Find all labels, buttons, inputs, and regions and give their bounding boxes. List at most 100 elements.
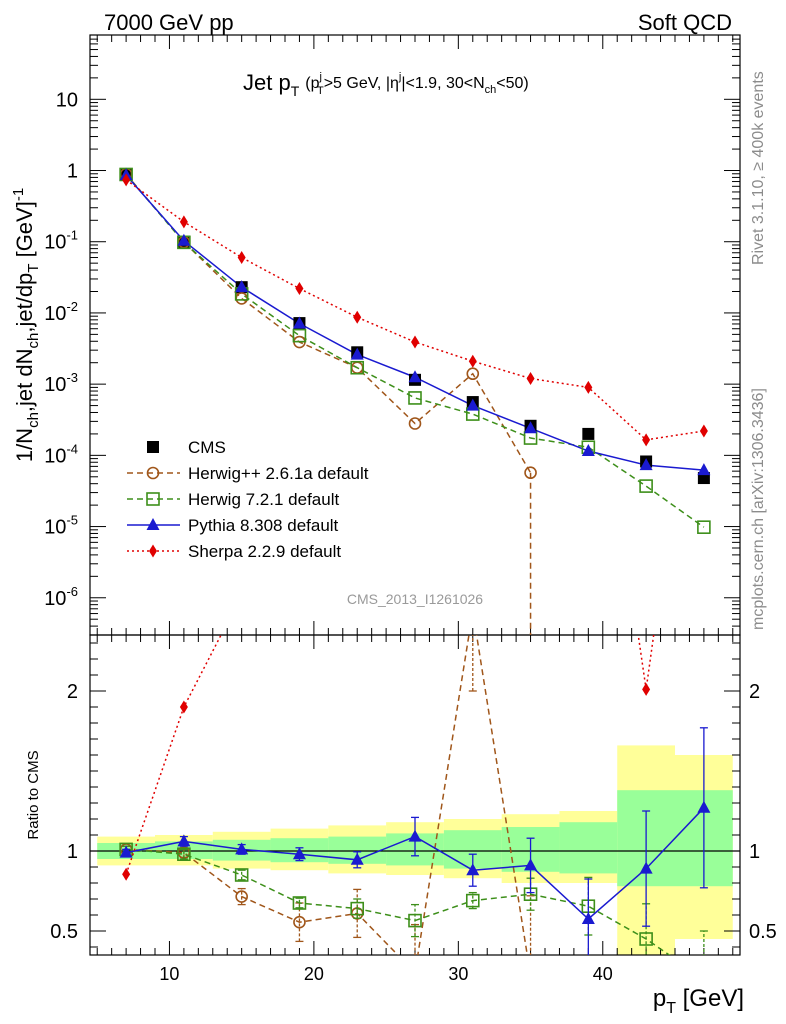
point-pythia <box>350 347 364 360</box>
xlabel-a-sub: T <box>666 1000 676 1017</box>
point-cms <box>582 427 595 440</box>
ratio-y-tick-label: 1 <box>67 841 78 863</box>
point-sherpa <box>468 354 477 368</box>
band-inner <box>559 822 618 874</box>
ratio-y-tick-label-right: 0.5 <box>749 921 777 943</box>
ratio-point-herwigpp <box>410 967 421 978</box>
ylabel-d: [GeV] <box>12 201 37 263</box>
ratio-point-pythia <box>177 834 191 847</box>
series-line-herwigpp <box>125 173 532 474</box>
analysis-id: CMS_2013_I1261026 <box>347 591 483 607</box>
legend-marker-herwigpp <box>146 466 160 480</box>
ylabel-c: ,jet/dp <box>12 273 37 333</box>
point-sherpa <box>584 380 593 394</box>
ratio-point-pythia <box>119 845 133 858</box>
ratio-point-pythia <box>235 842 249 855</box>
legend-marker-pythia <box>146 518 160 530</box>
ratio-point-herwig7 <box>408 913 422 928</box>
ratio-point-pythia <box>524 858 538 871</box>
point-herwig7 <box>639 479 653 493</box>
point-herwig7 <box>292 328 307 343</box>
ratio-data <box>119 285 711 985</box>
x-tick-label: 10 <box>159 964 179 984</box>
xlabel-b: [GeV] <box>676 985 744 1012</box>
plot-title-cuts-rest1: >5 GeV, |η <box>324 75 399 92</box>
ylabel-d-sup: -1 <box>10 188 27 201</box>
x-axis-label: pT [GeV] <box>653 985 744 1017</box>
ratio-line-herwigpp <box>126 635 529 955</box>
x-tick-label: 30 <box>448 964 468 984</box>
ratio-point-herwigpp <box>525 970 536 981</box>
xlabel-a: p <box>653 985 666 1012</box>
ylabel-a: 1/N <box>12 428 37 462</box>
point-herwigpp <box>466 367 480 381</box>
point-sherpa <box>122 173 131 187</box>
ratio-point-pythia <box>581 912 595 924</box>
ratio-point-herwig7 <box>234 868 249 882</box>
ratio-y-tick-label-right: 1 <box>749 841 760 863</box>
legend-marker-herwig7 <box>146 492 160 506</box>
ratio-y-tick-label: 0.5 <box>50 921 78 943</box>
plot-title-cuts-rest3: <50) <box>496 75 528 92</box>
point-sherpa <box>237 251 246 265</box>
ratio-y-tick-label: 2 <box>67 681 78 703</box>
plot-title-cuts-sub2: ch <box>485 84 497 96</box>
point-sherpa <box>353 310 362 324</box>
y-tick-label: 10-5 <box>44 513 78 539</box>
plot-title-main: Jet p <box>243 70 291 95</box>
y-tick-label: 1 <box>67 161 78 183</box>
plot-title-cuts: (p <box>305 75 319 92</box>
point-sherpa <box>179 215 188 229</box>
plot-title-main-sub: T <box>291 83 300 99</box>
header-right: Soft QCD <box>638 10 732 35</box>
legend: CMS Herwig++ 2.6.1a default Herwig 7.2.1 d… <box>127 438 369 561</box>
ylabel-a-sub: ch <box>25 412 42 428</box>
mcplots-label: mcplots.cern.ch [arXiv:1306.3436] <box>750 388 767 630</box>
point-pythia <box>697 463 711 476</box>
legend-marker-sherpa <box>149 544 157 558</box>
ratio-point-herwig7 <box>698 973 710 985</box>
point-pythia <box>466 398 480 411</box>
ratio-point-herwig7 <box>350 901 365 916</box>
ratio-point-pythia <box>466 863 480 876</box>
ratio-point-sherpa <box>179 700 188 714</box>
rivet-label: Rivet 3.1.10, ≥ 400k events <box>750 71 767 265</box>
plot-title-cuts-sub: T <box>317 85 324 97</box>
series-line-pythia <box>125 174 704 471</box>
point-sherpa <box>295 282 304 296</box>
legend-label-cms: CMS <box>188 438 226 457</box>
ratio-point-herwig7 <box>639 932 653 946</box>
ratio-point-pythia <box>292 847 306 860</box>
point-pythia <box>639 458 653 471</box>
y-tick-label: 10-2 <box>44 299 78 325</box>
ratio-point-sherpa <box>642 682 651 696</box>
ratio-point-herwig7 <box>465 893 480 908</box>
ratio-point-sherpa <box>238 589 246 602</box>
ratio-point-pythia <box>350 852 364 865</box>
main-ylabel: 1/Nch,jet dNch,jet/dpT [GeV]-1 <box>10 188 42 462</box>
plot-title-cuts-sup2: j <box>398 71 401 83</box>
point-herwigpp <box>524 466 537 480</box>
legend-label-sherpa: Sherpa 2.2.9 default <box>188 542 341 561</box>
plot-title: Jet pT (pj T>5 GeV, |ηj|<1.9, 30<Nch<50) <box>243 70 529 99</box>
legend-label-herwigpp: Herwig++ 2.6.1a default <box>188 464 369 483</box>
point-pythia <box>292 316 306 329</box>
point-pythia <box>581 444 595 457</box>
header-left: 7000 GeV pp <box>104 10 234 35</box>
y-tick-label: 10-4 <box>44 441 78 467</box>
ratio-point-herwigpp <box>235 890 248 903</box>
x-tick-label: 20 <box>304 964 324 984</box>
ratio-point-herwig7 <box>177 847 191 862</box>
point-pythia <box>235 280 249 293</box>
legend-label-herwig7: Herwig 7.2.1 default <box>188 490 339 509</box>
ylabel-c-sub: T <box>25 264 42 273</box>
ratio-point-herwigpp <box>467 606 478 617</box>
plot-title-cuts-sup: j <box>319 71 322 83</box>
ratio-point-sherpa <box>584 285 592 298</box>
y-tick-label: 10-3 <box>44 370 78 396</box>
ratio-point-pythia <box>697 800 711 813</box>
ratio-point-sherpa <box>411 461 419 474</box>
ratio-y-tick-label-right: 2 <box>749 681 760 703</box>
series-line-herwig7 <box>125 173 705 528</box>
ratio-point-sherpa <box>353 509 361 522</box>
